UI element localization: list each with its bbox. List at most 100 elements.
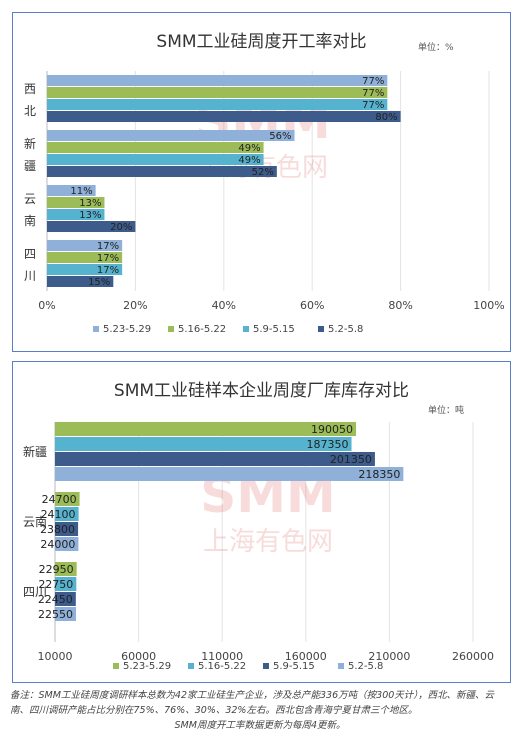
legend-label: 5.9-5.15 xyxy=(253,324,295,335)
legend-label: 5.16-5.22 xyxy=(178,324,226,335)
x-tick-label: 160000 xyxy=(285,650,327,663)
legend-label: 5.9-5.15 xyxy=(273,661,315,672)
data-label: 24000 xyxy=(40,538,75,551)
footnote-line2: SMM周度开工率数据更新为每周4更新。 xyxy=(174,720,346,731)
capacity-utilization-panel: SMM工业硅周度开工率对比 单位：% 0%20%40%60%80%100%SMM… xyxy=(12,12,511,352)
bar xyxy=(55,577,77,591)
data-label: 218350 xyxy=(358,468,400,481)
x-tick-label: 260000 xyxy=(452,650,494,663)
category-label: 云 xyxy=(24,192,36,206)
bar xyxy=(47,197,105,208)
data-label: 77% xyxy=(362,100,384,111)
bar xyxy=(47,264,123,275)
data-label: 11% xyxy=(70,186,92,197)
bar xyxy=(47,185,96,196)
legend-swatch xyxy=(93,326,99,332)
legend-label: 5.2-5.8 xyxy=(348,661,383,672)
legend-swatch xyxy=(318,326,324,332)
data-label: 15% xyxy=(88,277,110,288)
x-tick-label: 80% xyxy=(388,299,412,312)
data-label: 201350 xyxy=(330,453,372,466)
x-tick-label: 40% xyxy=(212,299,236,312)
data-label: 49% xyxy=(238,143,260,154)
x-tick-label: 60000 xyxy=(121,650,156,663)
legend-swatch xyxy=(188,663,194,669)
bar xyxy=(55,607,76,621)
data-label: 13% xyxy=(79,210,101,221)
data-label: 80% xyxy=(375,112,397,123)
data-label: 52% xyxy=(252,167,274,178)
bar xyxy=(55,507,79,521)
data-label: 17% xyxy=(97,265,119,276)
x-tick-label: 20% xyxy=(123,299,147,312)
bar xyxy=(47,209,105,220)
bar xyxy=(55,437,352,451)
bar xyxy=(55,562,77,576)
bar xyxy=(55,467,404,481)
x-tick-label: 210000 xyxy=(368,650,410,663)
bar xyxy=(47,99,388,110)
category-label: 四川 xyxy=(23,585,47,599)
chart1-unit: 单位：% xyxy=(418,43,454,53)
data-label: 13% xyxy=(79,198,101,209)
bar xyxy=(47,166,277,177)
data-label: 187350 xyxy=(307,438,349,451)
legend-label: 5.23-5.29 xyxy=(123,661,171,672)
data-label: 22950 xyxy=(39,563,74,576)
chart2-unit: 单位：吨 xyxy=(428,406,465,416)
x-tick-label: 0% xyxy=(38,299,55,312)
chart1-title: SMM工业硅周度开工率对比 xyxy=(156,32,367,52)
footnote: 备注：SMM工业硅周度调研样本总数为42家工业硅生产企业，涉及总产能336万吨（… xyxy=(10,688,510,733)
bar xyxy=(47,130,295,141)
category-label: 北 xyxy=(24,104,36,118)
data-label: 20% xyxy=(110,222,132,233)
legend-label: 5.16-5.22 xyxy=(198,661,246,672)
category-label: 四 xyxy=(24,247,36,261)
bar xyxy=(47,87,388,98)
bar xyxy=(55,592,76,606)
bar xyxy=(55,452,375,466)
category-label: 南 xyxy=(24,213,36,228)
legend-swatch xyxy=(263,663,269,669)
x-tick-label: 60% xyxy=(300,299,324,312)
bar xyxy=(55,522,79,536)
x-tick-label: 100% xyxy=(473,299,504,312)
category-label: 新 xyxy=(24,136,36,151)
data-label: 22450 xyxy=(38,593,73,606)
bar xyxy=(47,276,114,287)
data-label: 22550 xyxy=(38,608,73,621)
data-label: 17% xyxy=(97,241,119,252)
legend-swatch xyxy=(243,326,249,332)
legend-label: 5.2-5.8 xyxy=(328,324,363,335)
x-tick-label: 10000 xyxy=(38,650,73,663)
category-label: 西 xyxy=(24,82,36,96)
chart1-svg: 0%20%40%60%80%100%SMM上海有色网西北77%77%77%80%… xyxy=(24,71,505,335)
data-label: 24100 xyxy=(41,508,76,521)
data-label: 17% xyxy=(97,253,119,264)
data-label: 77% xyxy=(362,88,384,99)
bar xyxy=(55,492,80,506)
bar xyxy=(55,422,357,436)
legend-swatch xyxy=(168,326,174,332)
bar xyxy=(47,75,388,86)
data-label: 49% xyxy=(238,155,260,166)
legend-swatch xyxy=(338,663,344,669)
bar xyxy=(47,142,264,153)
bar xyxy=(47,221,136,232)
bar xyxy=(55,537,79,551)
data-label: 190050 xyxy=(311,423,353,436)
bar xyxy=(47,154,264,165)
data-label: 77% xyxy=(362,76,384,87)
data-label: 23800 xyxy=(40,523,75,536)
chart2-title: SMM工业硅样本企业周度厂库库存对比 xyxy=(113,381,410,401)
category-label: 川 xyxy=(24,269,36,283)
bar xyxy=(47,252,123,263)
chart2-svg: 10000 60000 110000 160000 210000 260000SMM上海有… xyxy=(23,422,494,672)
category-label: 疆 xyxy=(24,159,36,173)
x-tick-label: 110000 xyxy=(201,650,243,663)
data-label: 22750 xyxy=(38,578,73,591)
legend-label: 5.23-5.29 xyxy=(103,324,151,335)
category-label: 云南 xyxy=(23,514,47,529)
footnote-line1: 备注：SMM工业硅周度调研样本总数为42家工业硅生产企业，涉及总产能336万吨（… xyxy=(10,690,495,716)
data-label: 56% xyxy=(269,131,291,142)
